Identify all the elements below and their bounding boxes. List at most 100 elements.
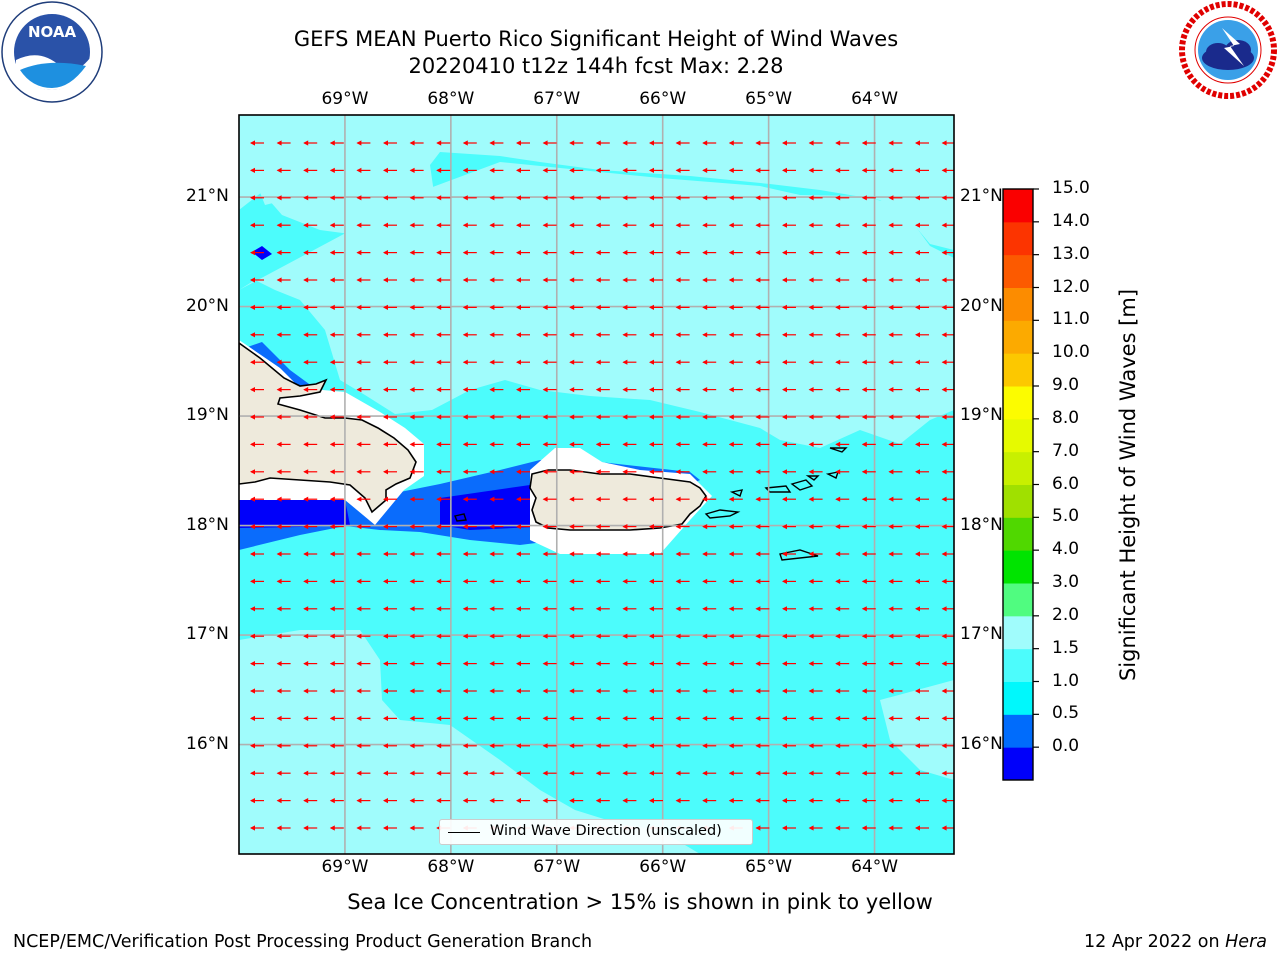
wind-arrow bbox=[622, 496, 637, 502]
wind-arrow bbox=[436, 359, 451, 365]
wind-arrow bbox=[542, 469, 557, 475]
wind-arrow bbox=[516, 770, 530, 776]
wind-arrow bbox=[702, 606, 717, 612]
wind-arrow bbox=[595, 304, 610, 310]
wind-arrow bbox=[250, 770, 264, 776]
wind-arrow bbox=[329, 304, 344, 310]
wind-arrow bbox=[595, 195, 610, 201]
wind-arrow bbox=[276, 195, 291, 201]
wind-arrow bbox=[329, 551, 344, 557]
wind-arrow bbox=[595, 770, 610, 776]
wind-arrow bbox=[489, 524, 504, 530]
wind-arrow bbox=[728, 167, 743, 173]
wind-arrow bbox=[356, 250, 371, 256]
colorbar-label-3: 12.0 bbox=[1052, 276, 1090, 297]
lon-label-bottom-2: 67°W bbox=[533, 857, 581, 877]
wind-arrow bbox=[861, 496, 876, 502]
wind-arrow bbox=[569, 167, 584, 173]
wind-arrow bbox=[542, 359, 557, 365]
wind-arrow bbox=[915, 825, 929, 831]
wind-arrow bbox=[675, 715, 690, 721]
wind-arrow bbox=[250, 277, 264, 283]
wind-arrow bbox=[782, 387, 796, 393]
wind-arrow bbox=[383, 195, 397, 201]
colorbar-swatch-12 bbox=[1003, 353, 1033, 387]
wind-arrow bbox=[383, 441, 397, 447]
noaa-logo: NOAA bbox=[1, 1, 103, 103]
wind-arrow bbox=[516, 167, 530, 173]
wind-arrow bbox=[409, 524, 424, 530]
wind-arrow bbox=[595, 551, 610, 557]
wind-arrow bbox=[755, 250, 770, 256]
wind-arrow bbox=[436, 277, 451, 283]
wind-arrow bbox=[462, 140, 477, 146]
wind-arrow bbox=[489, 277, 504, 283]
wind-arrow bbox=[569, 578, 584, 584]
wind-arrow bbox=[409, 633, 424, 639]
wind-arrow bbox=[303, 578, 318, 584]
colorbar-swatch-6 bbox=[1003, 550, 1033, 584]
wind-arrow bbox=[915, 195, 929, 201]
wind-arrow bbox=[782, 414, 796, 420]
colorbar-swatch-17 bbox=[1003, 189, 1033, 223]
wind-arrow bbox=[755, 578, 770, 584]
wind-arrow bbox=[835, 661, 850, 667]
wind-arrow bbox=[436, 195, 451, 201]
wind-arrow bbox=[861, 387, 876, 393]
wind-arrow bbox=[356, 798, 371, 804]
wind-arrow bbox=[728, 578, 743, 584]
colorbar-swatch-7 bbox=[1003, 517, 1033, 551]
wind-arrow bbox=[649, 578, 663, 584]
wind-arrow bbox=[622, 140, 637, 146]
wind-arrow bbox=[595, 167, 610, 173]
wind-arrow bbox=[808, 825, 823, 831]
wind-arrow bbox=[888, 414, 903, 420]
wind-arrow bbox=[383, 661, 397, 667]
wind-arrow bbox=[409, 387, 424, 393]
wind-arrow bbox=[489, 496, 504, 502]
wind-arrow bbox=[329, 140, 344, 146]
wind-arrow bbox=[409, 222, 424, 228]
wind-arrow bbox=[808, 222, 823, 228]
wind-arrow bbox=[888, 250, 903, 256]
wind-arrow bbox=[755, 770, 770, 776]
wind-arrow bbox=[489, 798, 504, 804]
wind-arrow bbox=[915, 387, 929, 393]
wind-arrow bbox=[303, 277, 318, 283]
wind-arrow bbox=[569, 688, 584, 694]
lat-label-right-5: 16°N bbox=[960, 733, 1003, 754]
wind-arrow bbox=[303, 743, 318, 749]
wind-arrow bbox=[835, 743, 850, 749]
wind-arrow bbox=[569, 359, 584, 365]
wind-arrow bbox=[835, 469, 850, 475]
wind-arrow bbox=[516, 496, 530, 502]
wind-arrow bbox=[915, 770, 929, 776]
wind-arrow bbox=[835, 633, 850, 639]
wind-arrow bbox=[356, 524, 371, 530]
wind-arrow bbox=[516, 661, 530, 667]
wind-arrow bbox=[356, 359, 371, 365]
wind-arrow bbox=[409, 441, 424, 447]
map-title: GEFS MEAN Puerto Rico Significant Height… bbox=[293, 27, 899, 51]
wind-arrow bbox=[595, 441, 610, 447]
wind-arrow bbox=[808, 743, 823, 749]
wind-arrow bbox=[329, 688, 344, 694]
wind-arrow bbox=[915, 798, 929, 804]
wind-arrow bbox=[356, 140, 371, 146]
wind-arrow bbox=[861, 414, 876, 420]
colorbar-swatch-10 bbox=[1003, 418, 1033, 453]
wind-arrow bbox=[462, 195, 477, 201]
wind-arrow bbox=[489, 195, 504, 201]
wind-arrow bbox=[835, 715, 850, 721]
wind-arrow bbox=[489, 222, 504, 228]
wind-arrow bbox=[861, 195, 876, 201]
wind-arrow bbox=[276, 688, 291, 694]
wind-arrow bbox=[276, 743, 291, 749]
wind-arrow bbox=[436, 551, 451, 557]
wind-arrow bbox=[915, 524, 929, 530]
wind-arrow bbox=[622, 359, 637, 365]
wind-arrow bbox=[462, 551, 477, 557]
wind-arrow bbox=[516, 551, 530, 557]
wind-arrow bbox=[675, 414, 690, 420]
wind-arrow bbox=[835, 551, 850, 557]
